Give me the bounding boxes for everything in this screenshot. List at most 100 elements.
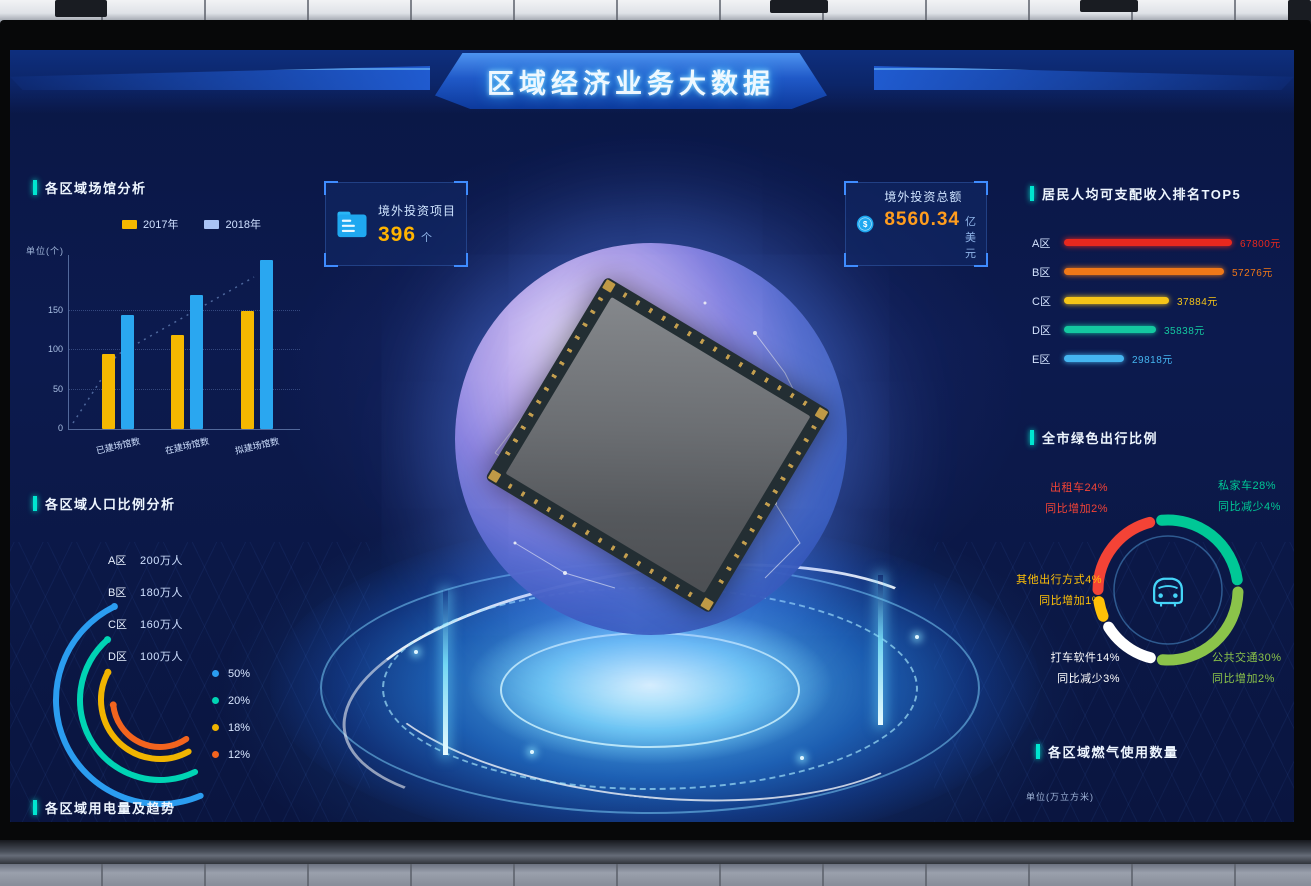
income-row: E区 29818元 <box>1032 353 1173 367</box>
panel-title-text: 各区域燃气使用数量 <box>1048 745 1179 760</box>
chip-corner-pad <box>602 279 616 293</box>
donut-label-public-transit: 公共交通30% 同比增加2% <box>1212 648 1282 690</box>
population-legend-item: 20% <box>212 687 250 714</box>
travel-donut-chart <box>1092 514 1244 666</box>
income-row: D区 35838元 <box>1032 324 1205 338</box>
chip-corner-pad <box>814 406 829 421</box>
income-bar <box>1064 239 1232 246</box>
stat-card-investment: $ 境外投资总额 8560.34 亿美元 <box>844 181 988 267</box>
panel-gas-title: 各区域燃气使用数量 <box>1036 742 1179 761</box>
panel-electricity-title: 各区域用电量及趋势 <box>33 798 176 817</box>
stat-card-projects: 境外投资项目 396 个 <box>324 181 468 267</box>
title-accent-bar <box>33 800 37 815</box>
venues-trend-line <box>72 276 255 424</box>
wall-dark-block <box>1080 0 1138 12</box>
population-row: C区 160万人 <box>108 619 183 631</box>
segment-label: 公共交通30% <box>1212 652 1282 664</box>
population-legend: 50% 20% 18% 12% <box>212 660 250 768</box>
corner-bracket <box>324 181 338 195</box>
income-bar <box>1064 268 1224 275</box>
population-row: D区 100万人 <box>108 651 183 663</box>
donut-label-private-car: 私家车28% 同比减少4% <box>1218 476 1281 518</box>
panel-travel-title: 全市绿色出行比例 <box>1030 428 1158 447</box>
income-row: B区 57276元 <box>1032 266 1273 280</box>
title-accent-bar <box>33 180 37 195</box>
wall-tiles-bottom <box>0 864 1311 886</box>
legend-item: 2018年 <box>204 216 261 232</box>
donut-label-taxi: 出租车24% 同比增加2% <box>1045 478 1108 520</box>
bar-group: 拟建场馆数 <box>234 259 280 456</box>
corner-bracket <box>974 253 988 267</box>
bar-category-label: 已建场馆数 <box>95 436 142 456</box>
wall-dark-block <box>55 0 107 17</box>
chip-corner-pad <box>700 597 714 611</box>
income-bar <box>1064 326 1156 333</box>
bar-group: 已建场馆数 <box>95 314 141 456</box>
corner-bracket <box>324 253 338 267</box>
panel-title-text: 居民人均可支配收入排名TOP5 <box>1042 187 1242 202</box>
panel-income-title: 居民人均可支配收入排名TOP5 <box>1030 184 1241 203</box>
folder-icon <box>337 211 367 238</box>
bar-2018年 <box>121 314 134 429</box>
wall-tiles-top <box>0 0 1311 24</box>
dollar-icon: $ <box>856 215 874 233</box>
car-icon <box>1153 577 1183 607</box>
chip-corner-pad <box>487 469 502 484</box>
bar-category-label: 在建场馆数 <box>164 436 211 456</box>
header-banner: 区域经济业务大数据 <box>435 53 827 109</box>
segment-change: 同比减少4% <box>1218 501 1281 513</box>
stat-unit: 个 <box>421 231 433 244</box>
tile-seams <box>0 864 1311 886</box>
platform-ring-inner <box>500 632 800 748</box>
stat-label: 境外投资项目 <box>377 203 456 218</box>
panel-title-text: 全市绿色出行比例 <box>1042 431 1159 446</box>
population-row: B区 180万人 <box>108 587 183 599</box>
title-accent-bar <box>33 496 37 511</box>
venues-unit-label: 单位(个) <box>26 246 64 256</box>
corner-bracket <box>844 253 858 267</box>
light-beam-left <box>443 590 448 755</box>
spark-dot <box>414 650 418 654</box>
bar-category-label: 拟建场馆数 <box>234 436 281 456</box>
stat-label: 境外投资总额 <box>884 189 963 204</box>
panel-venues-title: 各区域场馆分析 <box>33 178 147 197</box>
donut-label-other: 其他出行方式4% 同比增加1% <box>1016 570 1102 612</box>
income-row: A区 67800元 <box>1032 237 1281 251</box>
income-bar <box>1064 355 1124 362</box>
bar-2017年 <box>102 354 115 429</box>
stat-value: 396 <box>377 222 417 246</box>
venues-bar-chart: 0 50 100 150 已建场馆数 在建场馆数 拟建场馆数 <box>48 255 300 456</box>
segment-change: 同比增加2% <box>1212 673 1275 685</box>
corner-bracket <box>974 181 988 195</box>
segment-label: 打车软件14% <box>1050 652 1120 664</box>
wall-dark-block <box>1288 0 1311 24</box>
bar-2018年 <box>260 259 273 429</box>
spark-dot <box>800 756 804 760</box>
y-tick: 100 <box>47 344 63 355</box>
population-rows: A区 200万人 B区 180万人 C区 160万人 D区 100万人 <box>108 544 183 672</box>
spark-dot <box>530 750 534 754</box>
panel-population-title: 各区域人口比例分析 <box>33 494 176 513</box>
income-bar-list: A区 67800元 B区 57276元 C区 37884元 D区 35838元 E区 29818元 <box>1032 228 1287 373</box>
stat-unit: 亿美元 <box>965 215 976 260</box>
page-title: 区域经济业务大数据 <box>487 68 775 99</box>
title-accent-bar <box>1030 430 1034 445</box>
venues-legend: 2017年 2018年 <box>122 216 261 232</box>
segment-change: 同比增加1% <box>1039 595 1102 607</box>
monitor-frame-bottom-edge <box>0 840 1311 866</box>
segment-label: 出租车24% <box>1049 482 1108 494</box>
bar-2017年 <box>171 334 184 429</box>
svg-text:$: $ <box>863 220 868 229</box>
income-bar <box>1064 297 1169 304</box>
panel-title-text: 各区域用电量及趋势 <box>45 801 176 816</box>
population-legend-item: 50% <box>212 660 250 687</box>
y-tick: 0 <box>57 423 63 433</box>
light-beam-right <box>878 575 883 725</box>
dashboard-screen: 区域经济业务大数据 <box>10 50 1294 822</box>
panel-title-text: 各区域人口比例分析 <box>45 497 176 512</box>
gas-unit-label: 单位(万立方米) <box>1026 792 1094 802</box>
segment-label: 其他出行方式4% <box>1016 574 1102 586</box>
title-accent-bar <box>1030 186 1034 201</box>
corner-bracket <box>454 181 468 195</box>
